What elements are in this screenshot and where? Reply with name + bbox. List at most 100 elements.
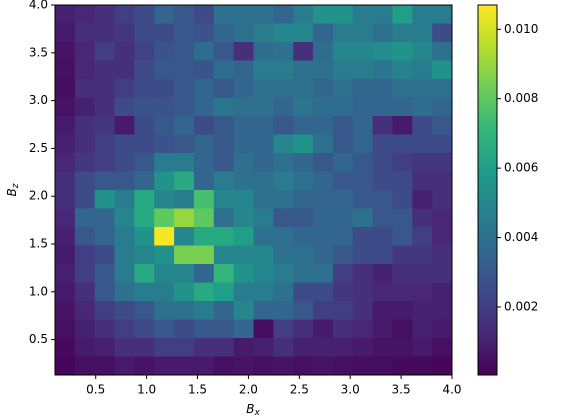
heatmap-cell <box>293 79 314 98</box>
heatmap-cell <box>432 338 453 357</box>
heatmap-cell <box>193 190 215 209</box>
heatmap-cell <box>332 227 354 246</box>
heatmap-cell <box>412 5 433 24</box>
heatmap-cell <box>432 264 453 283</box>
heatmap-cell <box>392 301 413 320</box>
heatmap-cell <box>213 264 235 283</box>
heatmap-cell <box>412 190 433 209</box>
heatmap-cell <box>55 23 76 43</box>
heatmap-cell <box>94 171 116 191</box>
heatmap-cell <box>174 60 195 80</box>
heatmap-cell <box>213 97 235 117</box>
heatmap-cell <box>392 190 413 209</box>
heatmap-cell <box>114 60 135 80</box>
heatmap-cell <box>233 79 254 98</box>
heatmap-cell <box>293 301 314 320</box>
heatmap-cell <box>313 301 334 320</box>
heatmap-cell <box>174 356 195 376</box>
heatmap-cell <box>293 245 314 265</box>
heatmap-cell <box>313 5 334 24</box>
heatmap-cell <box>154 171 175 191</box>
heatmap-cell <box>55 264 76 283</box>
heatmap-cell <box>134 5 155 24</box>
x-label-base: B <box>246 402 254 416</box>
heatmap-cell <box>213 60 235 80</box>
heatmap-cell <box>273 42 294 61</box>
heatmap-cell <box>193 5 215 24</box>
heatmap-cell <box>372 171 393 191</box>
heatmap-cell <box>372 208 393 228</box>
heatmap-cell <box>313 116 334 135</box>
heatmap-cell <box>94 282 116 302</box>
colorbar-tick-label: 0.002 <box>504 299 538 313</box>
heatmap-cell <box>55 208 76 228</box>
heatmap-cell <box>432 153 453 172</box>
heatmap-cell <box>154 338 175 357</box>
heatmap-cell <box>432 116 453 135</box>
heatmap-cell <box>253 227 274 246</box>
heatmap-cell <box>313 60 334 80</box>
heatmap-cell <box>253 319 274 339</box>
heatmap-cell <box>233 208 254 228</box>
heatmap-cell <box>293 116 314 135</box>
heatmap-cell <box>412 338 433 357</box>
heatmap-cell <box>233 282 254 302</box>
heatmap-cell <box>352 301 374 320</box>
heatmap-cell <box>154 356 175 376</box>
heatmap-cell <box>213 116 235 135</box>
heatmap-cell <box>55 282 76 302</box>
heatmap-cell <box>273 190 294 209</box>
heatmap-cell <box>253 338 274 357</box>
heatmap-cell <box>313 153 334 172</box>
heatmap-cell <box>372 97 393 117</box>
heatmap-cell <box>174 79 195 98</box>
heatmap-cell <box>233 5 254 24</box>
heatmap-cell <box>154 97 175 117</box>
heatmap-cell <box>253 79 274 98</box>
heatmap-cell <box>372 356 393 376</box>
heatmap-cell <box>233 134 254 154</box>
heatmap-cell <box>392 245 413 265</box>
heatmap-cell <box>293 97 314 117</box>
y-axis-label: Bz <box>5 183 21 196</box>
y-tick-label: 4.0 <box>29 0 48 12</box>
y-tick-label: 2.5 <box>29 141 48 155</box>
heatmap-cell <box>74 319 96 339</box>
heatmap-cell <box>253 153 274 172</box>
heatmap-cell <box>134 190 155 209</box>
heatmap-cell <box>432 171 453 191</box>
heatmap-cell <box>174 23 195 43</box>
heatmap-cell <box>213 190 235 209</box>
heatmap-cell <box>253 5 274 24</box>
heatmap-cell <box>174 338 195 357</box>
heatmap-cell <box>134 97 155 117</box>
heatmap-cell <box>352 264 374 283</box>
heatmap-cell <box>114 282 135 302</box>
heatmap-cell <box>273 79 294 98</box>
heatmap-cell <box>134 79 155 98</box>
heatmap-cell <box>233 97 254 117</box>
heatmap-cell <box>213 208 235 228</box>
heatmap-cell <box>372 134 393 154</box>
heatmap-cell <box>74 171 96 191</box>
heatmap-cell <box>352 5 374 24</box>
heatmap-cell <box>293 60 314 80</box>
heatmap-cell <box>273 227 294 246</box>
heatmap-cell <box>432 301 453 320</box>
heatmap-cell <box>372 42 393 61</box>
heatmap-cell <box>154 245 175 265</box>
heatmap-cell <box>313 319 334 339</box>
heatmap-cell <box>273 97 294 117</box>
heatmap-cell <box>134 42 155 61</box>
x-tick-label: 3.5 <box>392 383 411 397</box>
heatmap-cell <box>74 60 96 80</box>
heatmap-cell <box>273 319 294 339</box>
x-tick-label: 1.0 <box>137 383 156 397</box>
heatmap-cell <box>313 42 334 61</box>
heatmap-cell <box>94 264 116 283</box>
heatmap-cell <box>55 153 76 172</box>
heatmap-cell <box>174 245 195 265</box>
heatmap-cell <box>432 208 453 228</box>
heatmap-cell <box>392 227 413 246</box>
heatmap-cell <box>74 79 96 98</box>
